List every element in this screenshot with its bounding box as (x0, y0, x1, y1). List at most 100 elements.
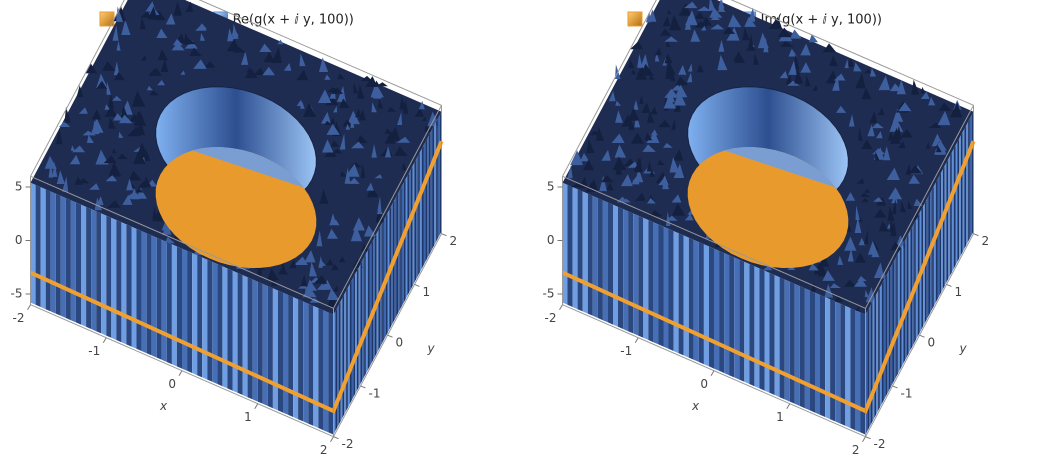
surface-front-x (785, 280, 790, 402)
surface-front-y (362, 257, 364, 380)
y-tick (866, 437, 871, 439)
x-tick-label: -1 (88, 344, 100, 358)
surface-front-x (187, 251, 192, 373)
surface-front-y (968, 119, 970, 242)
surface-front-x (46, 189, 51, 311)
surface-front-y (911, 227, 913, 350)
x-tick-label: -2 (13, 311, 25, 325)
surface-front-y (427, 135, 429, 258)
surface-front-x (116, 220, 121, 342)
surface-front-y (359, 264, 361, 387)
surface-front-x (81, 205, 86, 327)
surface-front-y (941, 169, 943, 292)
y-axis-label: y (427, 342, 436, 356)
surface-front-x (91, 209, 96, 331)
surface-front-y (350, 281, 352, 404)
surface-front-x (182, 249, 187, 371)
surface-front-y (415, 159, 417, 282)
surface-front-x (283, 293, 288, 415)
surface-front-y (370, 244, 372, 367)
surface-front-x (765, 271, 770, 393)
surface-front-x (328, 313, 333, 435)
surface-front-x (861, 313, 866, 435)
surface-front-y (939, 173, 941, 296)
surface-front-x (659, 225, 664, 347)
z-tick-label: -5 (11, 287, 23, 301)
x-tick-label: -1 (620, 344, 632, 358)
surface-front-x (800, 286, 805, 408)
surface-front-y (887, 271, 889, 394)
y-tick (974, 234, 979, 236)
y-tick (361, 386, 366, 388)
surface-front-y (377, 230, 379, 353)
y-tick-label: 2 (982, 234, 990, 248)
surface-front-x (850, 308, 855, 430)
surface-front-y (873, 298, 875, 421)
surface-front-x (167, 242, 172, 364)
surface-front-y (936, 179, 938, 302)
surface-front-x (669, 229, 674, 351)
surface-front-x (217, 264, 222, 386)
surface-front-x (207, 260, 212, 382)
surface-front-x (51, 192, 56, 314)
surface-front-y (952, 149, 954, 272)
surface-front-x (744, 262, 749, 384)
surface-front-y (344, 291, 346, 414)
surface-front-y (337, 305, 339, 428)
surface-front-x (628, 211, 633, 333)
surface-front-x (845, 306, 850, 428)
x-tick (331, 437, 334, 442)
surface-front-y (425, 139, 427, 262)
surface-front-x (623, 209, 628, 331)
surface-front-x (709, 247, 714, 369)
surface-front-x (61, 196, 66, 318)
surface-front-y (902, 244, 904, 367)
surface-front-y (957, 139, 959, 262)
surface-front-x (775, 275, 780, 397)
surface-front-x (840, 304, 845, 426)
surface-front-y (959, 135, 961, 258)
y-tick-label: 1 (423, 285, 431, 299)
legend-label: Re(g(x + ⅈ y, 100)) (233, 13, 354, 28)
y-tick-label: -2 (874, 437, 886, 451)
surface-front-y (869, 305, 871, 428)
surface-front-x (238, 273, 243, 395)
surface-front-y (420, 149, 422, 272)
surface-front-x (298, 299, 303, 421)
surface-front-y (339, 301, 341, 424)
surface-front-x (674, 231, 679, 353)
surface-front-y (434, 122, 436, 245)
surface-front-y (422, 146, 424, 269)
surface-front-y (871, 301, 873, 424)
surface-front-y (379, 227, 381, 350)
surface-front-y (885, 274, 887, 397)
x-axis-label: x (159, 399, 168, 413)
surface-front-x (618, 207, 623, 329)
surface-front-x (830, 299, 835, 421)
surface-front-y (876, 291, 878, 414)
surface-front-x (293, 297, 298, 419)
panel: Im(f(x + ⅈ y))Im(g(x + ⅈ y, 100))-2-1012… (543, 0, 990, 454)
surface-front-x (749, 264, 754, 386)
surface-front-x (563, 183, 568, 305)
surface-front-y (371, 240, 373, 363)
surface-front-x (323, 310, 328, 432)
x-tick (255, 404, 258, 409)
surface-front-y (894, 257, 896, 380)
surface-front-y (429, 132, 431, 255)
surface-front-y (418, 152, 420, 275)
surface-front-x (268, 286, 273, 408)
page: Re(f(x + ⅈ y))Re(g(x + ⅈ y, 100))-2-1012… (0, 0, 1050, 454)
surface-front-x (795, 284, 800, 406)
surface-front-y (341, 298, 343, 421)
surface-front-y (373, 237, 375, 360)
panel: Re(f(x + ⅈ y))Re(g(x + ⅈ y, 100))-2-1012… (11, 0, 458, 454)
surface-front-y (884, 278, 886, 401)
surface-front-y (343, 294, 345, 417)
y-tick-label: 0 (928, 336, 936, 350)
x-tick-label: 2 (852, 443, 860, 454)
surface-front-x (66, 198, 71, 320)
legend-swatch (628, 12, 642, 26)
surface-front-x (835, 302, 840, 424)
surface-front-x (603, 200, 608, 322)
